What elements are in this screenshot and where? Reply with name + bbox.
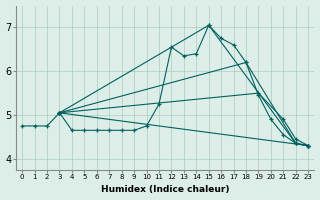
- X-axis label: Humidex (Indice chaleur): Humidex (Indice chaleur): [101, 185, 229, 194]
